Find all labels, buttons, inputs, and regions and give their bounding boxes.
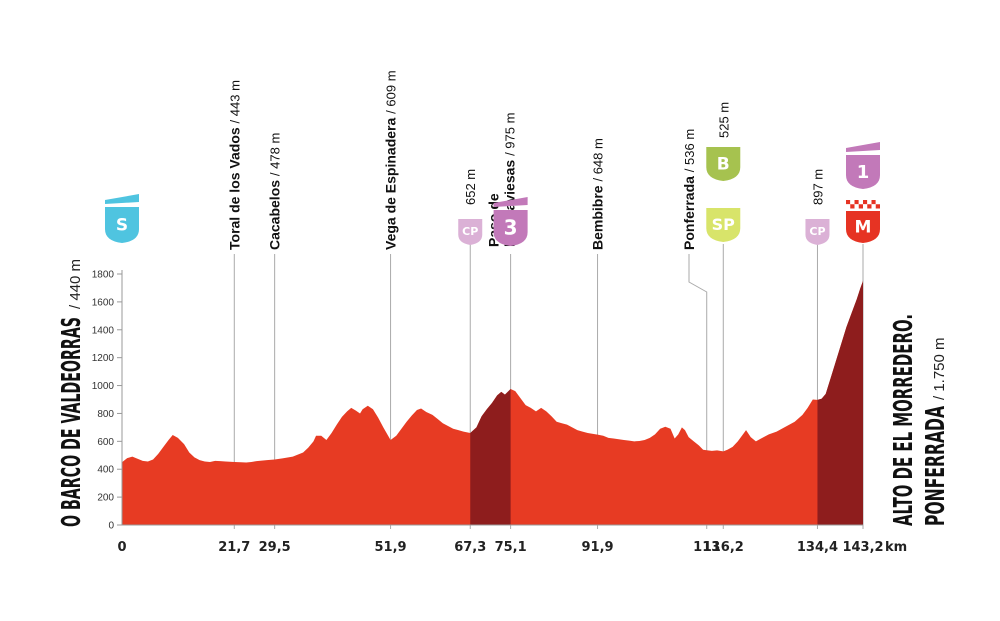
- y-tick-label-0: 0: [108, 521, 114, 532]
- finish-elevation: / 1.750 m: [931, 337, 948, 400]
- checker-cell: [858, 204, 863, 209]
- x-tick-label-91,9: 91,9: [582, 540, 614, 555]
- marker-shape: [105, 207, 139, 243]
- marker-flag-tab: [846, 142, 880, 152]
- checker-cell: [846, 204, 851, 209]
- y-tick-label-1600: 1600: [92, 297, 115, 308]
- marker-m-143_2: M: [846, 211, 880, 243]
- marker-shape: [805, 219, 830, 245]
- x-unit-label: km: [885, 540, 907, 555]
- marker-label: CP: [462, 225, 478, 238]
- finish-label-line2: PONFERRADA: [921, 406, 951, 526]
- waypoint-name: Toral de los Vados: [226, 123, 242, 250]
- y-tick-label-400: 400: [97, 465, 114, 476]
- waypoint-elevation: / 478 m: [268, 133, 283, 176]
- waypoint-name: Bembibre: [590, 182, 606, 250]
- marker-shape: [846, 155, 880, 189]
- checker-cell: [850, 204, 855, 209]
- waypoint-elevation: / 609 m: [384, 70, 399, 113]
- checker-cell: [858, 200, 863, 205]
- checker-cell: [863, 204, 868, 209]
- x-tick-label-75,1: 75,1: [495, 540, 527, 555]
- y-tick-label-1800: 1800: [92, 270, 115, 281]
- finish-label-line1: ALTO DE EL MORREDERO.: [889, 314, 919, 526]
- marker-shape: [846, 211, 880, 243]
- checker-cell: [846, 200, 851, 205]
- x-tick-label-143,2: 143,2: [842, 540, 883, 555]
- waypoint-label-2: Vega de Espinadera / 609 m: [383, 70, 399, 250]
- waypoint-label-ponferrada: Ponferrada / 536 m: [681, 129, 697, 250]
- checker-cell: [850, 200, 855, 205]
- marker-shape: [706, 208, 741, 242]
- marker-cp-67_3-elevation: 652 m: [463, 169, 478, 205]
- checker-cell: [875, 200, 880, 205]
- marker-1-143_2: 1: [846, 155, 880, 189]
- climb-segment-2: [817, 280, 863, 525]
- marker-cp-134_4-elevation: 897 m: [810, 169, 825, 205]
- y-tick-label-1000: 1000: [92, 381, 115, 392]
- marker-sp-116_2-elevation: 525 m: [716, 102, 731, 138]
- y-tick-label-1400: 1400: [92, 325, 115, 336]
- start-label: O BARCO DE VALDEORRAS: [57, 317, 87, 527]
- waypoint-name: Ponferrada: [681, 172, 697, 250]
- checker-cell: [871, 204, 876, 209]
- checker-cell: [867, 200, 872, 205]
- marker-checker: [846, 200, 880, 209]
- y-tick-label-1200: 1200: [92, 353, 115, 364]
- marker-label: CP: [809, 225, 825, 238]
- marker-cp-67_3: CP: [458, 219, 483, 245]
- marker-label: S: [116, 215, 128, 235]
- checker-cell: [871, 200, 876, 205]
- checker-cell: [854, 200, 859, 205]
- start-elevation: / 440 m: [67, 259, 84, 309]
- waypoint-label-4: Bembibre / 648 m: [590, 138, 606, 250]
- y-tick-label-200: 200: [97, 493, 114, 504]
- waypoint-elevation: / 648 m: [591, 138, 606, 181]
- waypoint-elevation: / 536 m: [682, 129, 697, 172]
- climb-segment-1: [470, 389, 511, 525]
- marker-label: M: [855, 217, 872, 237]
- marker-flag-tab: [493, 197, 528, 207]
- start-name: O BARCO DE VALDEORRAS: [57, 317, 87, 527]
- marker-label: SP: [712, 215, 736, 234]
- marker-flag-tab: [105, 194, 139, 204]
- x-tick-label-51,9: 51,9: [375, 540, 407, 555]
- y-tick-label-800: 800: [97, 409, 114, 420]
- marker-sp-116_2: SP: [706, 208, 741, 242]
- marker-label: B: [717, 154, 730, 174]
- y-tick-label-600: 600: [97, 437, 114, 448]
- waypoint-label-0: Toral de los Vados / 443 m: [226, 80, 242, 250]
- waypoint-name: Vega de Espinadera: [383, 114, 399, 250]
- waypoint-elevation: / 443 m: [227, 80, 242, 123]
- marker-label: 3: [504, 216, 518, 240]
- waypoint-elevation: / 975 m: [503, 113, 518, 156]
- marker-shape: [706, 147, 741, 181]
- x-tick-label-113: 113: [693, 540, 720, 555]
- checker-cell: [867, 204, 872, 209]
- x-tick-label-21,7: 21,7: [218, 540, 250, 555]
- gridline-ponferrada: [688, 254, 708, 529]
- x-tick-label-116,2: 116,2: [703, 540, 744, 555]
- marker-3-75_1: 3: [493, 210, 528, 246]
- marker-b-116_2: B: [706, 147, 741, 181]
- marker-cp-134_4: CP: [805, 219, 830, 245]
- marker-shape: [493, 210, 528, 246]
- stage-markers: S CP 652 m 3 SP 525 m B CP 897 m 1 M: [105, 102, 880, 246]
- marker-label: 1: [857, 162, 870, 183]
- x-tick-label-134,4: 134,4: [797, 540, 838, 555]
- marker-shape: [458, 219, 483, 245]
- waypoint-name: Cacabelos: [267, 176, 283, 250]
- marker-s-0: S: [105, 207, 139, 243]
- checker-cell: [875, 204, 880, 209]
- elevation-profile: [122, 280, 863, 525]
- x-tick-label-67,3: 67,3: [454, 540, 486, 555]
- y-axis: 0 200 400 600 800 1000 1200 1400 1600 1800: [92, 270, 123, 532]
- x-tick-label-0: 0: [117, 540, 126, 555]
- x-tick-label-29,5: 29,5: [259, 540, 291, 555]
- checker-cell: [863, 200, 868, 205]
- checker-cell: [854, 204, 859, 209]
- waypoint-label-1: Cacabelos / 478 m: [267, 133, 283, 250]
